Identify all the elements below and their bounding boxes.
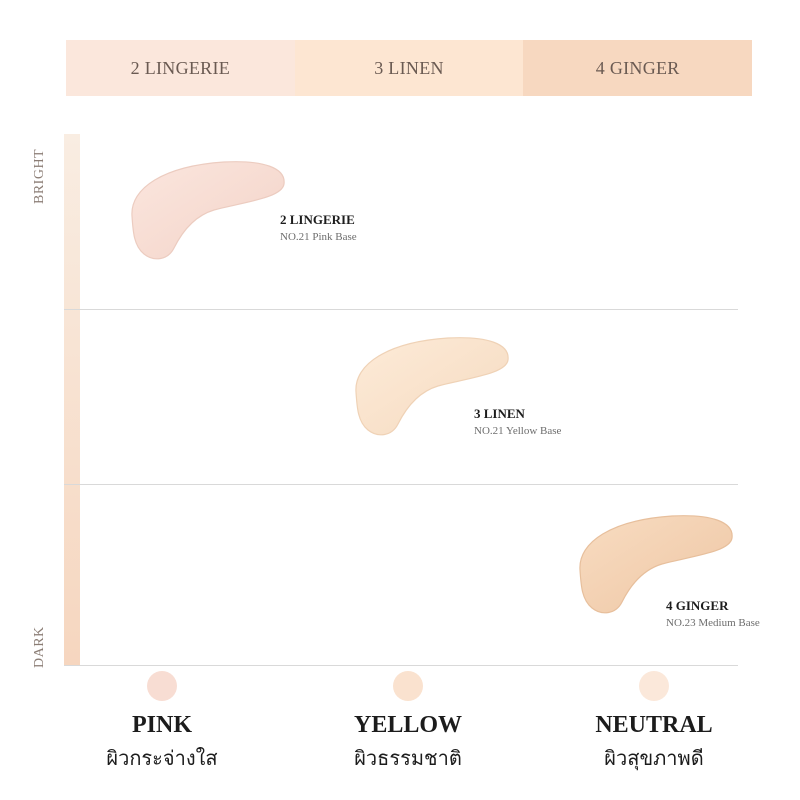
swatch-ginger — [572, 512, 738, 618]
pink-tone-dot — [147, 671, 177, 701]
swatch-linen — [348, 334, 514, 440]
swatch-code: NO.21 Yellow Base — [474, 425, 562, 437]
tone-subtitle-pink: ผิวกระจ่างใส — [106, 746, 218, 770]
yellow-tone-dot — [393, 671, 423, 701]
swatch-lingerie — [124, 158, 290, 264]
swatch-name: 4 GINGER — [666, 598, 729, 613]
neutral-tone-dot — [639, 671, 669, 701]
tone-title-neutral: NEUTRAL — [595, 712, 713, 738]
swatch-name: 3 LINEN — [474, 406, 525, 421]
swatch-code: NO.23 Medium Base — [666, 617, 760, 629]
tone-subtitle-yellow: ผิวธรรมชาติ — [354, 746, 462, 770]
tone-title-yellow: YELLOW — [353, 712, 463, 738]
shade-tab-ginger[interactable]: 4 GINGER — [523, 40, 753, 96]
swatch-name: 2 LINGERIE — [280, 212, 355, 227]
divider-line — [64, 309, 738, 310]
brightness-axis-bar — [64, 134, 80, 666]
axis-label-dark: DARK — [32, 626, 47, 668]
swatch-code: NO.21 Pink Base — [280, 231, 357, 243]
shade-tab-bar: 2 LINGERIE 3 LINEN 4 GINGER — [66, 40, 753, 96]
shade-tab-lingerie[interactable]: 2 LINGERIE — [66, 40, 295, 96]
tone-subtitle-neutral: ผิวสุขภาพดี — [604, 746, 704, 770]
shade-tab-linen[interactable]: 3 LINEN — [294, 40, 524, 96]
tone-title-pink: PINK — [132, 712, 192, 738]
divider-line — [64, 665, 738, 666]
divider-line — [64, 484, 738, 485]
axis-label-bright: BRIGHT — [32, 148, 47, 204]
